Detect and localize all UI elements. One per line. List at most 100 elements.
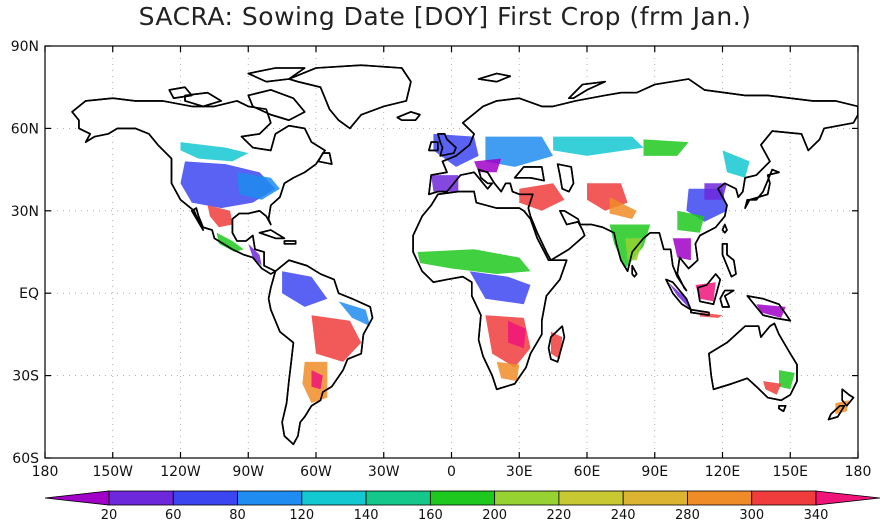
- sowing-patch: [508, 320, 526, 349]
- lat-tick-label: EQ: [19, 286, 39, 302]
- colorbar-label: 240: [611, 508, 636, 523]
- latitude-axis: 90N 60N 30N EQ 30S 60S: [11, 39, 858, 467]
- lon-tick-label: 120E: [705, 464, 741, 480]
- sowing-patch: [431, 175, 459, 192]
- coastline-japan: [744, 168, 780, 209]
- lon-tick-label: 30W: [368, 464, 400, 480]
- colorbar-segment: [172, 490, 238, 506]
- coastline-iceland: [396, 111, 421, 121]
- sowing-patch: [282, 271, 328, 307]
- sowing-patch: [338, 301, 371, 327]
- sowing-patch: [643, 139, 689, 156]
- lon-tick-label: 60W: [300, 464, 332, 480]
- longitude-axis: 180 150W 120W 90W 60W 30W 0 30E 60E 90E 120E 150E 18…: [32, 46, 872, 480]
- sowing-patch: [668, 282, 691, 310]
- sowing-patch: [469, 271, 531, 305]
- coastline-ireland: [428, 141, 439, 152]
- colorbar-label: 80: [229, 508, 246, 523]
- coastline-java: [690, 308, 710, 317]
- lon-tick-label: 30E: [506, 464, 533, 480]
- sowing-patch: [519, 183, 565, 211]
- sowing-patch: [496, 361, 520, 382]
- coastline-newfoundland: [317, 152, 333, 165]
- lon-tick-label: 0: [447, 464, 456, 480]
- sowing-patch: [699, 312, 723, 318]
- lon-tick-label: 150E: [772, 464, 808, 480]
- sowing-patch: [609, 197, 637, 219]
- sowing-patch: [417, 249, 531, 274]
- colorbar-segment: [301, 490, 367, 506]
- coastline-svalbard: [477, 72, 512, 83]
- coastline-new-zealand-north: [841, 388, 855, 407]
- coastline-north-america: [71, 97, 326, 275]
- lat-tick-label: 30S: [12, 369, 39, 385]
- coastline-novaya-zemlya: [568, 80, 606, 99]
- coastline-cuba: [258, 229, 286, 240]
- coastline-great-britain: [437, 133, 457, 157]
- lon-tick-label: 90W: [232, 464, 264, 480]
- sowing-patch: [311, 370, 323, 390]
- coastline-australia: [708, 322, 798, 402]
- coastline-ellesmere-island: [247, 67, 306, 83]
- sowing-patch: [677, 210, 705, 233]
- sowing-patch: [722, 150, 750, 178]
- sowing-patch: [207, 205, 233, 228]
- coastline-sri-lanka: [631, 264, 638, 278]
- lon-tick-label: 180: [845, 464, 872, 480]
- colorbar-label: 200: [482, 508, 507, 523]
- lon-tick-label: 120W: [160, 464, 201, 480]
- colorbar-segment: [687, 490, 753, 506]
- colorbar-segment: [429, 490, 496, 506]
- sowing-patch: [485, 136, 554, 167]
- colorbar-segment: [558, 490, 624, 506]
- coastline-victoria-island: [184, 91, 222, 108]
- coastline-philippines: [721, 243, 737, 278]
- colorbar-label: 140: [354, 508, 379, 523]
- coastline-madagascar: [547, 325, 566, 363]
- sowing-patch: [756, 304, 786, 318]
- coastline-black-sea: [513, 166, 545, 182]
- sowing-patch: [311, 315, 362, 362]
- colorbar-label: 300: [739, 508, 764, 523]
- lat-tick-label: 90N: [11, 39, 39, 55]
- colorbar-label: 160: [418, 508, 443, 523]
- colorbar-label: 20: [101, 508, 118, 523]
- sowing-patch: [763, 381, 782, 395]
- colorbar-label: 60: [165, 508, 182, 523]
- coastline-south-america: [267, 259, 374, 446]
- sowing-patch: [248, 243, 262, 266]
- coastline-taiwan: [721, 223, 728, 234]
- colorbar-segment: [622, 490, 688, 506]
- sowing-patch: [180, 142, 249, 162]
- colorbar-low-arrow: [44, 490, 110, 506]
- coastline-baffin-island: [247, 89, 306, 121]
- lon-tick-label: 90E: [641, 464, 668, 480]
- sowing-patch: [553, 136, 644, 156]
- sowing-patch: [672, 238, 691, 261]
- colorbar-label: 220: [546, 508, 571, 523]
- coastline-caspian-sea: [556, 163, 575, 193]
- sowing-patch: [216, 232, 244, 252]
- coastline-eurasia: [428, 78, 858, 292]
- colorbar-segment: [108, 490, 174, 506]
- lat-tick-label: 30N: [11, 204, 39, 220]
- lat-tick-label: 60S: [12, 451, 39, 467]
- lon-tick-label: 150W: [92, 464, 133, 480]
- coastline-africa: [412, 190, 568, 391]
- coastline-banks-island: [168, 86, 193, 99]
- page-title: SACRA: Sowing Date [DOY] First Crop (frm…: [138, 2, 752, 31]
- colorbar-segment: [494, 490, 560, 506]
- colorbar-segment: [751, 490, 817, 506]
- lon-tick-label: 180: [32, 464, 59, 480]
- coastline-new-zealand-south: [827, 404, 846, 421]
- colorbar-label: 120: [289, 508, 314, 523]
- sowing-patch: [550, 331, 563, 360]
- coastline-hispaniola: [283, 240, 297, 245]
- sowing-patch: [433, 133, 479, 167]
- sowing-patch: [474, 158, 502, 173]
- coastline-tasmania: [778, 404, 787, 413]
- coastline-borneo: [696, 273, 722, 306]
- sowing-date-field: [71, 64, 858, 446]
- colorbar-label: 340: [804, 508, 829, 523]
